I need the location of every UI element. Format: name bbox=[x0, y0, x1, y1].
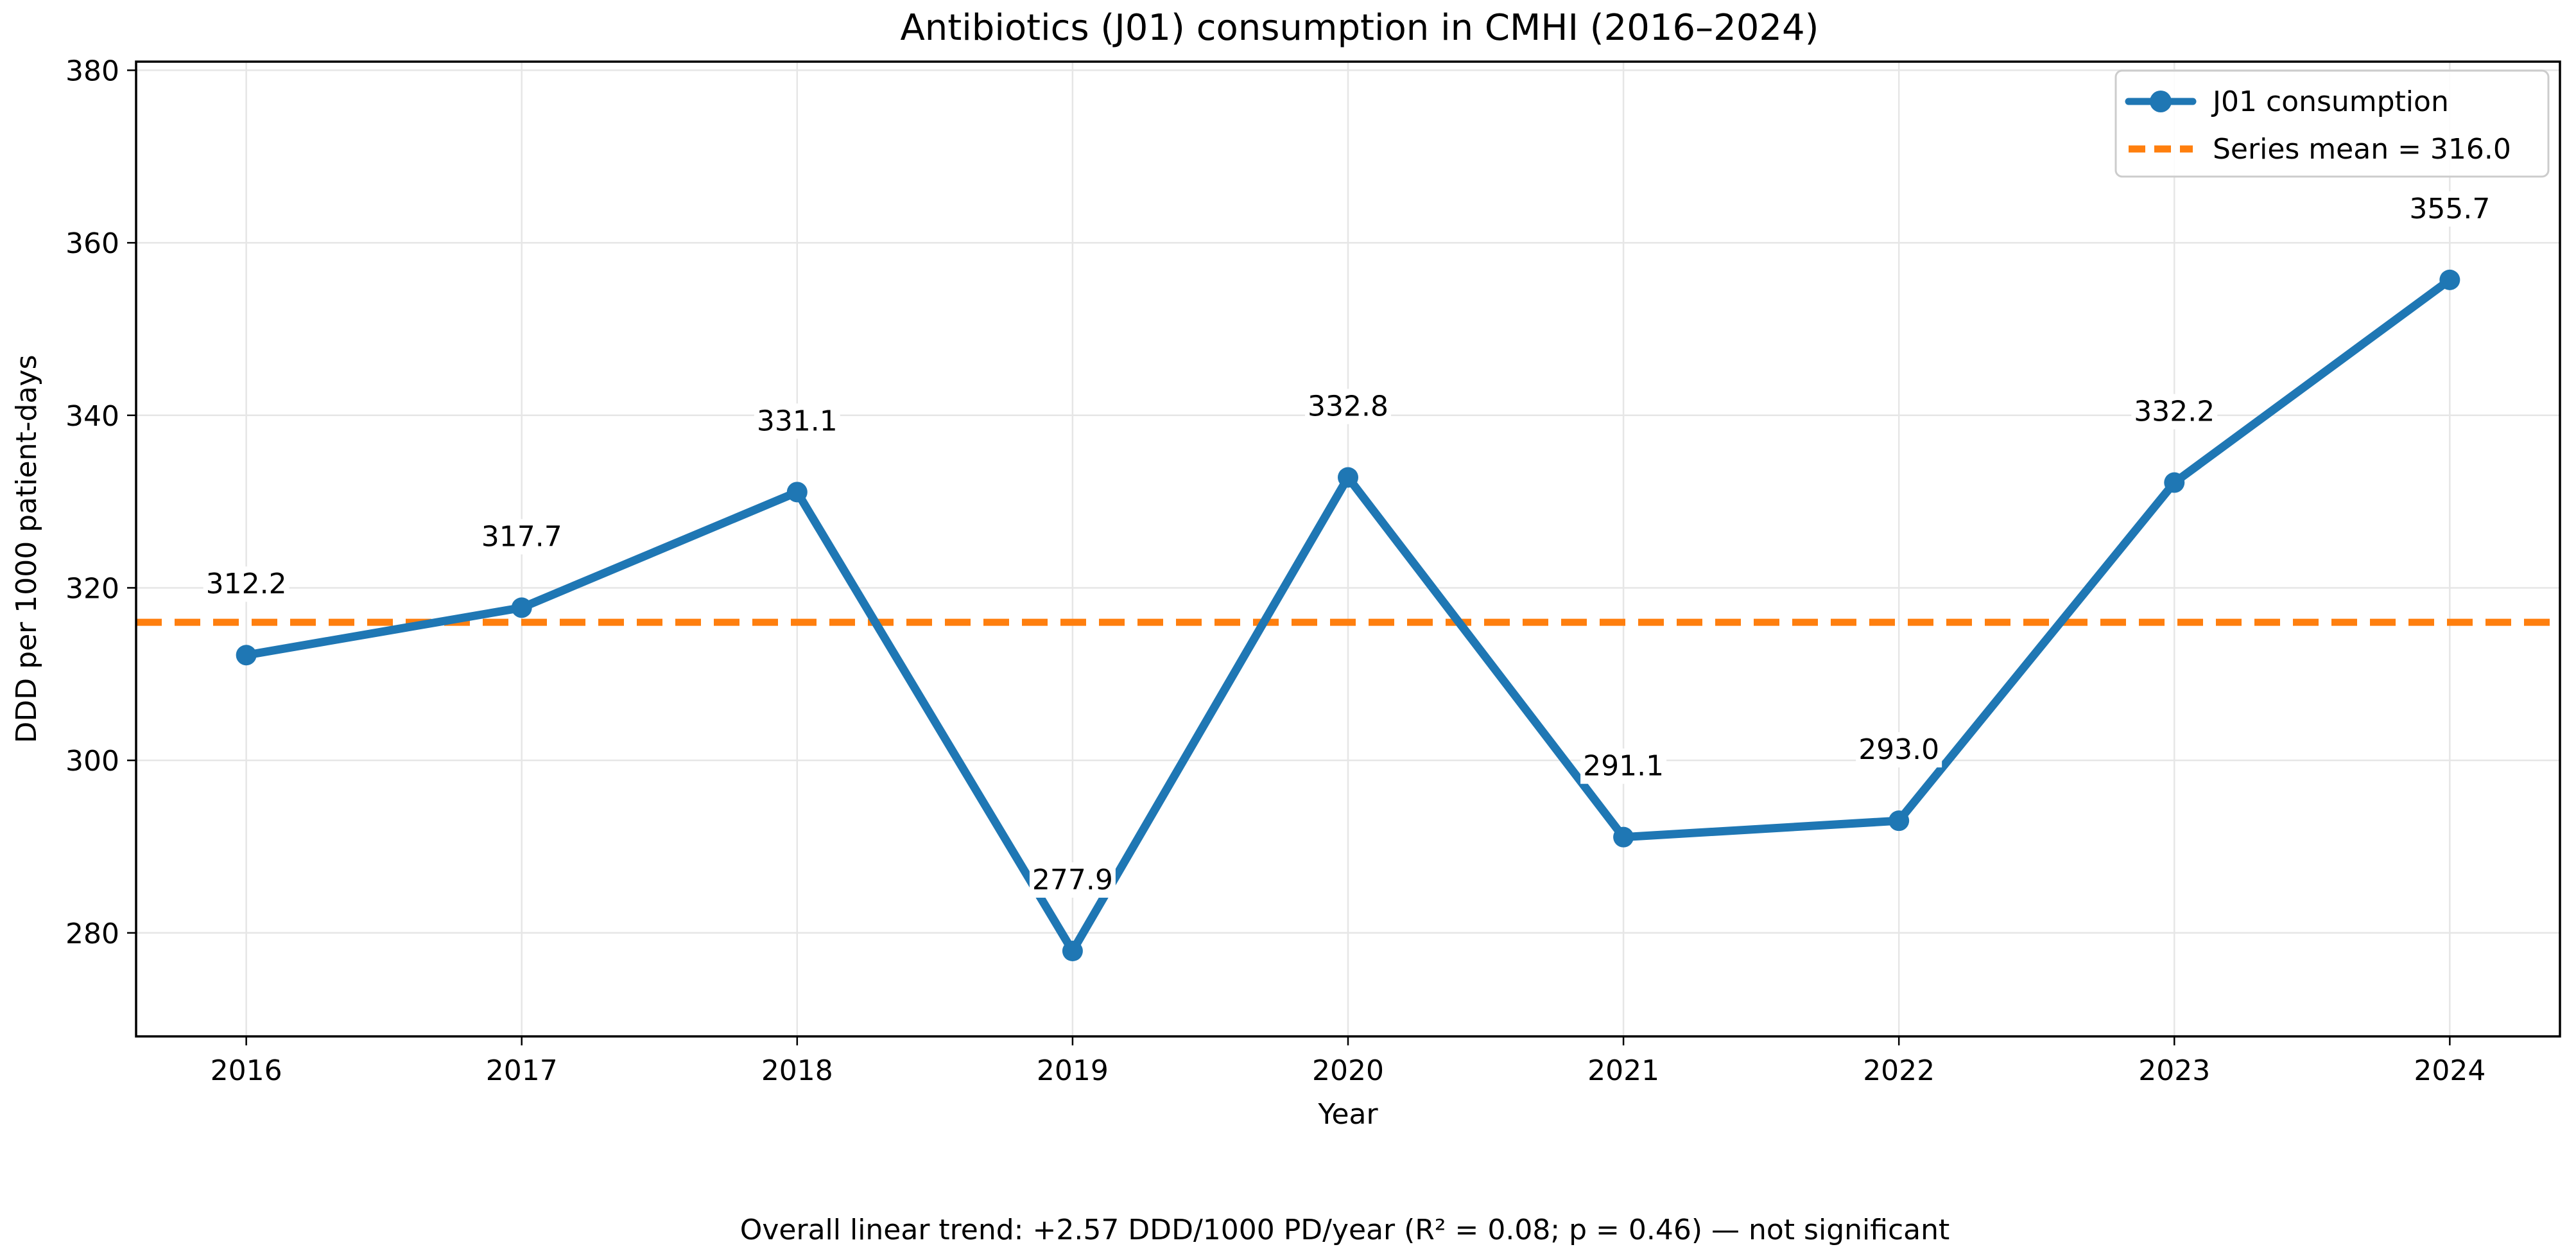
y-tick-label-300: 300 bbox=[65, 745, 119, 778]
data-point-2021 bbox=[1613, 826, 1634, 848]
data-label-2023: 332.2 bbox=[2134, 396, 2215, 428]
data-label-2021: 291.1 bbox=[1583, 750, 1664, 783]
y-tick-label-340: 340 bbox=[65, 400, 119, 433]
y-tick-label-280: 280 bbox=[65, 918, 119, 950]
data-point-2017 bbox=[511, 597, 532, 618]
data-label-bg-2022 bbox=[1856, 732, 1942, 768]
legend-label-j01: J01 consumption bbox=[2211, 85, 2449, 118]
data-label-bg-2017 bbox=[478, 519, 565, 555]
data-label-2017: 317.7 bbox=[481, 520, 562, 553]
x-tick-label-2017: 2017 bbox=[486, 1054, 558, 1087]
data-label-2018: 331.1 bbox=[757, 405, 838, 437]
x-tick-label-2018: 2018 bbox=[761, 1054, 833, 1087]
y-axis: 280 300 320 340 360 380 bbox=[65, 55, 136, 950]
data-point-2016 bbox=[236, 645, 257, 666]
y-tick-label-360: 360 bbox=[65, 227, 119, 260]
data-label-2020: 332.8 bbox=[1308, 390, 1388, 423]
legend-label-mean: Series mean = 316.0 bbox=[2213, 133, 2511, 166]
data-point-2022 bbox=[1889, 810, 1910, 832]
data-label-bg-2021 bbox=[1580, 748, 1667, 784]
data-point-2023 bbox=[2164, 472, 2185, 493]
data-point-2020 bbox=[1338, 467, 1358, 488]
x-tick-label-2021: 2021 bbox=[1587, 1054, 1659, 1087]
data-label-2016: 312.2 bbox=[206, 568, 287, 600]
footnote: Overall linear trend: +2.57 DDD/1000 PD/… bbox=[740, 1214, 1950, 1246]
legend: J01 consumption Series mean = 316.0 bbox=[2114, 69, 2550, 178]
chart-title: Antibiotics (J01) consumption in CMHI (2… bbox=[900, 7, 1819, 49]
legend-swatch-j01-marker bbox=[2150, 91, 2172, 112]
x-tick-label-2019: 2019 bbox=[1037, 1054, 1109, 1087]
data-label-bg-2023 bbox=[2131, 394, 2218, 430]
series-lines bbox=[236, 269, 2460, 962]
data-point-2024 bbox=[2439, 269, 2460, 290]
y-axis-label: DDD per 1000 patient-days bbox=[10, 355, 43, 744]
x-axis: 2016 2017 2018 2019 2020 2021 2022 2023 2024 bbox=[211, 1036, 2485, 1087]
data-point-2018 bbox=[786, 482, 808, 503]
x-axis-label: Year bbox=[1317, 1098, 1378, 1131]
x-tick-label-2020: 2020 bbox=[1312, 1054, 1384, 1087]
data-label-bg-2024 bbox=[2407, 191, 2493, 227]
data-label-bg-2018 bbox=[754, 403, 840, 439]
data-label-bg-2019 bbox=[1029, 862, 1116, 898]
y-tick-label-380: 380 bbox=[65, 55, 119, 87]
data-label-bg-2020 bbox=[1305, 388, 1391, 424]
data-label-2019: 277.9 bbox=[1032, 864, 1113, 896]
x-tick-label-2022: 2022 bbox=[1863, 1054, 1935, 1087]
x-tick-label-2023: 2023 bbox=[2138, 1054, 2210, 1087]
y-tick-label-320: 320 bbox=[65, 572, 119, 605]
x-tick-label-2016: 2016 bbox=[211, 1054, 282, 1087]
data-label-2022: 293.0 bbox=[1858, 733, 1939, 766]
data-labels: 312.2 317.7 331.1 277.9 332.8 291.1 293.0 332.2… bbox=[203, 191, 2493, 898]
x-tick-label-2024: 2024 bbox=[2414, 1054, 2485, 1087]
data-label-2024: 355.7 bbox=[2409, 193, 2490, 225]
data-label-bg-2016 bbox=[203, 566, 290, 602]
data-point-2019 bbox=[1062, 941, 1083, 962]
legend-box bbox=[2114, 69, 2550, 178]
